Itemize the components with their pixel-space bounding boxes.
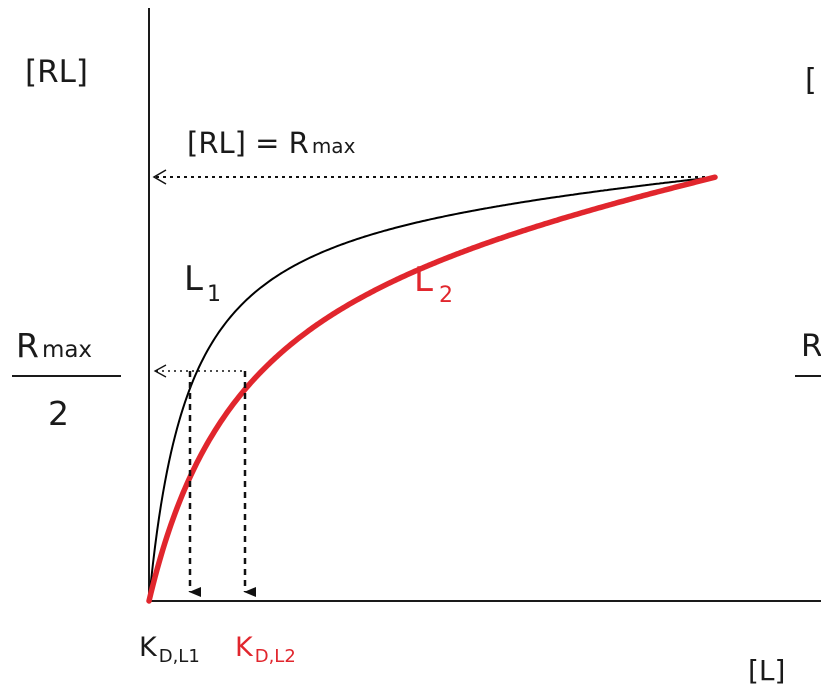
half-label-numerator-main: R — [16, 326, 39, 365]
kd2-label: K D,L2 — [235, 632, 296, 667]
cropped-text-middle: R — [801, 328, 821, 364]
curve-label-l1-main: L — [184, 259, 203, 299]
kd1-label-sub: D,L1 — [159, 646, 200, 667]
y-axis-label: [RL] — [25, 54, 88, 90]
curve-l2 — [146, 174, 718, 604]
curve-label-l2-main: L — [414, 260, 433, 300]
cropped-text-top: [ — [805, 63, 817, 98]
curve-l1 — [148, 176, 716, 602]
kd1-label: K D,L1 — [139, 632, 200, 667]
x-axis-label: [L] — [748, 654, 785, 687]
half-max-guide-arrowhead — [153, 364, 167, 378]
curve-label-l2-sub: 2 — [439, 283, 453, 308]
half-label-numerator-sub: max — [42, 337, 92, 363]
kd2-label-main: K — [235, 632, 254, 663]
rmax-line-label-sub: max — [312, 134, 356, 158]
kd2-label-sub: D,L2 — [255, 646, 296, 667]
half-label-denominator: 2 — [48, 394, 69, 433]
curve-label-l1-sub: 1 — [207, 282, 221, 307]
rmax-line-label-main: [RL] = R — [187, 126, 309, 160]
kd1-label-main: K — [139, 632, 158, 663]
rmax-guide-arrowhead — [152, 169, 167, 185]
